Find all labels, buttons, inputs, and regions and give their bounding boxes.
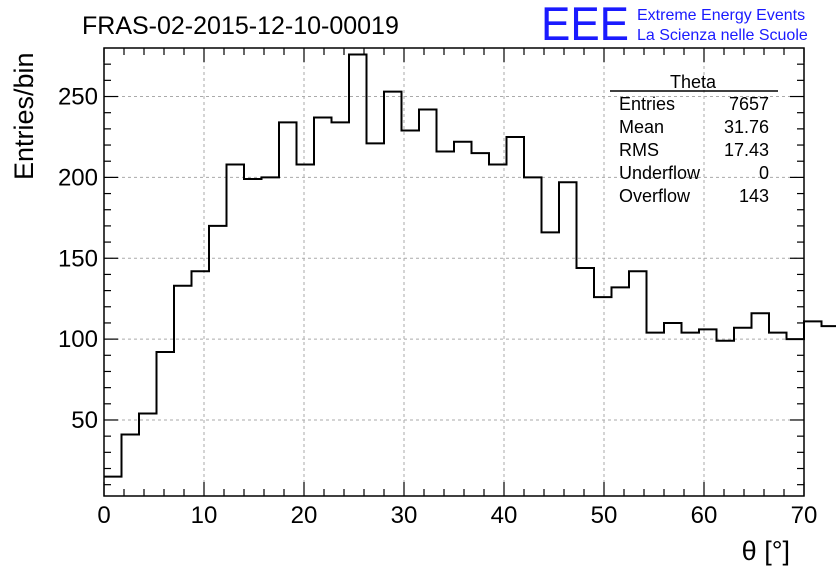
histogram-bin xyxy=(367,143,385,496)
histogram-bin xyxy=(542,232,560,496)
stats-underflow-value: 0 xyxy=(759,163,769,183)
stats-rms-value: 17.43 xyxy=(724,140,769,160)
logo-letters: EEE xyxy=(541,0,629,50)
x-tick-label: 50 xyxy=(591,502,618,529)
histogram-bin xyxy=(594,297,612,496)
histogram-bin xyxy=(822,326,836,496)
histogram-bin xyxy=(664,323,682,496)
stats-underflow-label: Underflow xyxy=(619,163,701,183)
x-axis-label: θ [°] xyxy=(742,536,790,566)
histogram-bin xyxy=(472,153,490,496)
stats-overflow-value: 143 xyxy=(739,186,769,206)
y-axis-label: Entries/bin xyxy=(9,52,39,180)
chart-title: FRAS-02-2015-12-10-00019 xyxy=(82,12,399,40)
stats-rms-label: RMS xyxy=(619,140,659,160)
histogram-bin xyxy=(734,328,752,496)
x-tick-label: 30 xyxy=(391,502,418,529)
histogram-bin xyxy=(349,54,367,496)
histogram-bin xyxy=(139,414,157,496)
y-tick-label: 100 xyxy=(58,326,98,353)
stats-mean-value: 31.76 xyxy=(724,117,769,137)
histogram-bin xyxy=(279,122,297,496)
histogram-bin xyxy=(787,339,805,496)
histogram-bin xyxy=(524,177,542,496)
logo-line1: Extreme Energy Events xyxy=(637,7,805,24)
histogram-bin xyxy=(752,313,770,496)
y-tick-label: 250 xyxy=(58,84,98,111)
histogram-bin xyxy=(507,137,525,496)
histogram-bin xyxy=(192,271,210,496)
x-tick-label: 40 xyxy=(491,502,518,529)
y-tick-label: 150 xyxy=(58,245,98,272)
histogram-bin xyxy=(174,286,192,496)
histogram-bin xyxy=(384,92,402,496)
histogram-bin xyxy=(612,287,630,496)
stats-entries-value: 7657 xyxy=(729,94,769,114)
histogram-bin xyxy=(297,164,315,496)
x-tick-label: 60 xyxy=(691,502,718,529)
histogram-bin xyxy=(489,164,507,496)
histogram-bin xyxy=(437,152,455,496)
histogram-bin xyxy=(122,435,140,496)
y-tick-label: 200 xyxy=(58,164,98,191)
histogram-bin xyxy=(629,271,647,496)
histogram-bin xyxy=(332,122,350,496)
histogram-bin xyxy=(454,142,472,496)
x-tick-label: 0 xyxy=(97,502,110,529)
histogram-bin xyxy=(419,109,437,496)
histogram-bin xyxy=(244,179,262,496)
histogram-bin xyxy=(104,477,122,496)
histogram-bin xyxy=(157,352,175,496)
histogram-bin xyxy=(227,164,245,496)
histogram-bin xyxy=(262,177,280,496)
x-tick-label: 10 xyxy=(191,502,218,529)
histogram-bin xyxy=(314,118,332,496)
stats-entries-label: Entries xyxy=(619,94,675,114)
x-tick-label: 70 xyxy=(791,502,818,529)
histogram-bin xyxy=(699,329,717,496)
histogram-bin xyxy=(402,130,420,496)
histogram-bin xyxy=(804,321,822,496)
histogram-bin xyxy=(682,333,700,496)
histogram-bin xyxy=(647,333,665,496)
histogram-bin xyxy=(717,341,735,496)
stats-overflow-label: Overflow xyxy=(619,186,691,206)
y-tick-label: 50 xyxy=(71,407,98,434)
histogram-bin xyxy=(559,182,577,496)
logo-line2: La Scienza nelle Scuole xyxy=(637,27,808,44)
stats-title: Theta xyxy=(670,72,717,92)
stats-mean-label: Mean xyxy=(619,117,664,137)
histogram-bin xyxy=(577,268,595,496)
histogram-bin xyxy=(769,333,787,496)
histogram-bin xyxy=(209,226,227,496)
x-tick-label: 20 xyxy=(291,502,318,529)
